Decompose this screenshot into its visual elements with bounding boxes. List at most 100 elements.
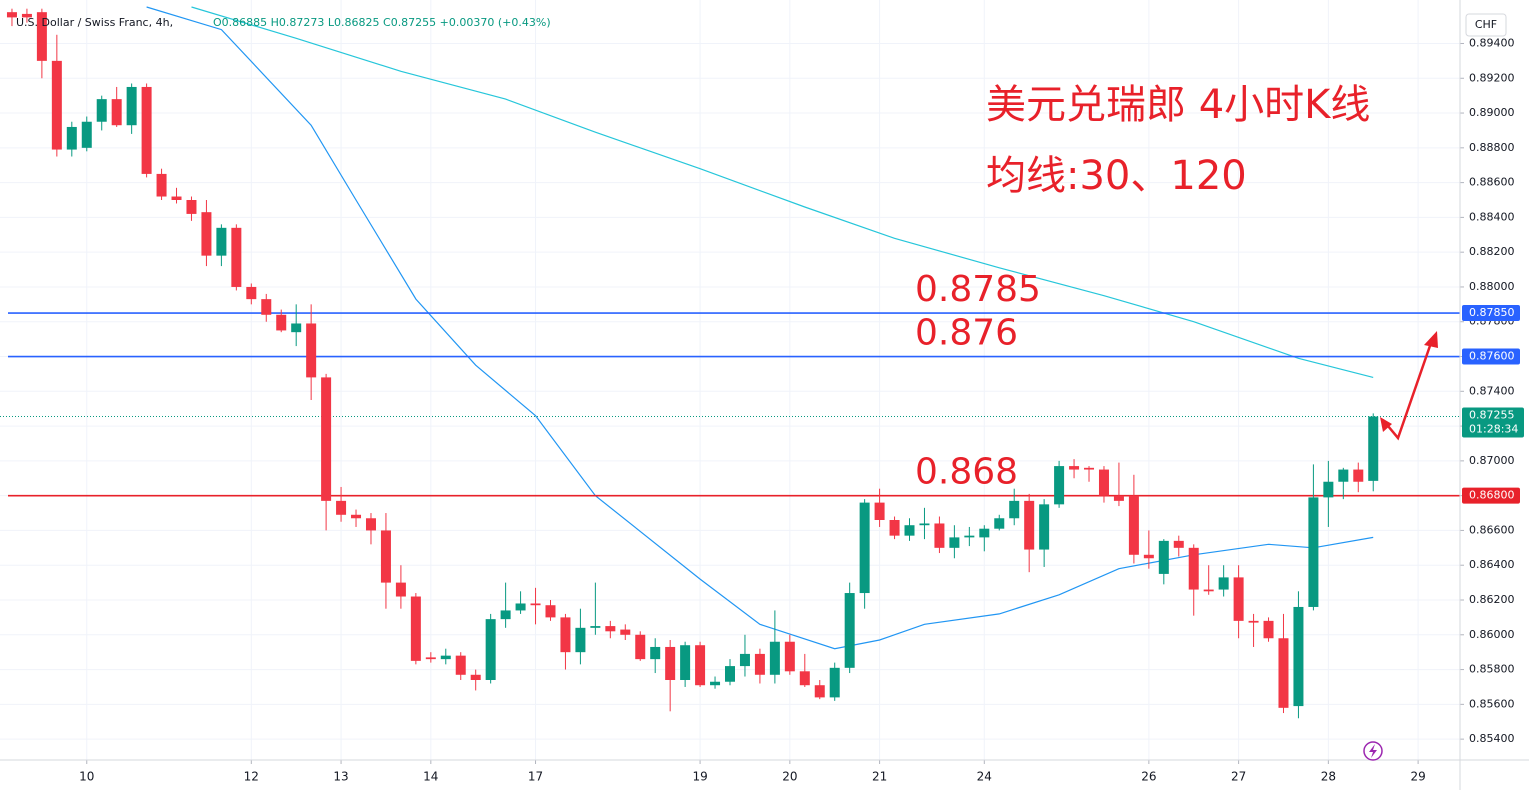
y-tick-label: 0.86200 <box>1469 593 1515 606</box>
candle-body <box>171 196 182 200</box>
x-tick-label: 20 <box>782 770 797 784</box>
candle-body <box>844 593 855 668</box>
x-tick-label: 27 <box>1231 770 1246 784</box>
candle-body <box>650 646 661 660</box>
candle-body <box>665 646 676 680</box>
candle-body <box>1039 504 1050 550</box>
x-tick-label: 17 <box>528 770 543 784</box>
candle-body <box>515 603 526 611</box>
x-tick-label: 10 <box>79 770 94 784</box>
candle-body <box>1338 469 1349 482</box>
candle-body <box>201 212 212 256</box>
candle-body <box>6 12 17 18</box>
y-tick-label: 0.88000 <box>1469 280 1515 293</box>
candle-body <box>889 520 900 536</box>
candle-body <box>485 619 496 680</box>
annotation-title: 美元兑瑞郎 4小时K线 <box>986 82 1370 128</box>
candle-body <box>754 653 765 675</box>
candle-body <box>919 523 930 526</box>
candle-body <box>1054 466 1065 505</box>
y-tick-label: 0.89000 <box>1469 106 1515 119</box>
candle-body <box>1143 554 1154 559</box>
y-tick-label: 0.89200 <box>1469 71 1515 84</box>
candle-body <box>111 99 122 126</box>
candle-body <box>560 617 571 653</box>
candle-body <box>380 530 391 583</box>
x-tick-label: 21 <box>872 770 887 784</box>
candle-body <box>575 627 586 653</box>
annotation-subtitle: 均线:30、120 <box>986 153 1247 199</box>
level-price-box <box>1462 305 1520 322</box>
candle-body <box>1113 495 1124 501</box>
level-price-label: 0.86800 <box>1469 489 1515 502</box>
candle-body <box>291 323 302 333</box>
candle-body <box>365 518 376 531</box>
level-price-box <box>1462 348 1520 365</box>
candle-body <box>1069 466 1080 470</box>
x-tick-label: 14 <box>423 770 438 784</box>
candle-body <box>1278 638 1289 708</box>
x-tick-label: 24 <box>977 770 992 784</box>
y-tick-label: 0.88600 <box>1469 176 1515 189</box>
candle-body <box>784 641 795 672</box>
y-tick-label: 0.86400 <box>1469 558 1515 571</box>
arrow <box>1380 331 1438 441</box>
candle-body <box>1263 620 1274 639</box>
candle-body <box>739 653 750 667</box>
candle-body <box>231 227 242 287</box>
candle-body <box>66 126 77 150</box>
y-tick-label: 0.87400 <box>1469 384 1515 397</box>
level-annotation: 0.876 <box>915 313 1018 354</box>
currency-box[interactable] <box>1465 13 1507 37</box>
symbol: U.S. Dollar / Swiss Franc, 4h, <box>16 16 173 29</box>
candle-body <box>1173 540 1184 548</box>
candle-body <box>1218 577 1229 590</box>
candle-body <box>1128 495 1139 555</box>
candle-body <box>605 626 616 632</box>
candle-body <box>440 655 451 660</box>
candle-body <box>500 610 511 620</box>
candle-body <box>216 227 227 256</box>
y-tick-label: 0.86000 <box>1469 628 1515 641</box>
candle-body <box>769 641 780 675</box>
candle-body <box>1098 469 1109 496</box>
candle-body <box>246 286 257 300</box>
candle-body <box>261 299 272 315</box>
candle-body <box>395 582 406 597</box>
moving-average <box>146 6 1374 650</box>
candle-body <box>1203 589 1214 592</box>
candle-body <box>695 645 706 686</box>
candle-body <box>1248 620 1259 623</box>
candle-body <box>141 86 152 174</box>
y-tick-label: 0.85600 <box>1469 697 1515 710</box>
candle-body <box>126 86 137 126</box>
moving-average <box>191 6 1374 378</box>
plot: 0.87850.876 0.868 <box>0 6 1460 719</box>
level-annotation: 0.868 <box>915 452 1018 493</box>
candle-body <box>934 523 945 548</box>
y-tick-label: 0.85800 <box>1469 663 1515 676</box>
level-annotation: 0.8785 <box>915 269 1041 310</box>
candle-body <box>186 200 197 214</box>
lightning-icon[interactable] <box>1363 741 1383 761</box>
candle-body <box>1308 497 1319 607</box>
candle-body <box>1233 577 1244 621</box>
candle-body <box>81 121 92 148</box>
candle-body <box>814 685 825 698</box>
candle-body <box>635 634 646 660</box>
x-tick-label: 29 <box>1410 770 1425 784</box>
level-price-box <box>1462 487 1520 504</box>
candle-body <box>859 502 870 594</box>
y-tick-label: 0.89400 <box>1469 36 1515 49</box>
candle-body <box>620 629 631 635</box>
candle-body <box>994 518 1005 529</box>
x-tick-label: 28 <box>1321 770 1336 784</box>
candle-body <box>904 525 915 536</box>
currency[interactable]: CHF <box>1475 18 1497 31</box>
candle-body <box>590 626 601 628</box>
candle-body <box>1323 481 1334 498</box>
candle-body <box>1024 500 1035 550</box>
